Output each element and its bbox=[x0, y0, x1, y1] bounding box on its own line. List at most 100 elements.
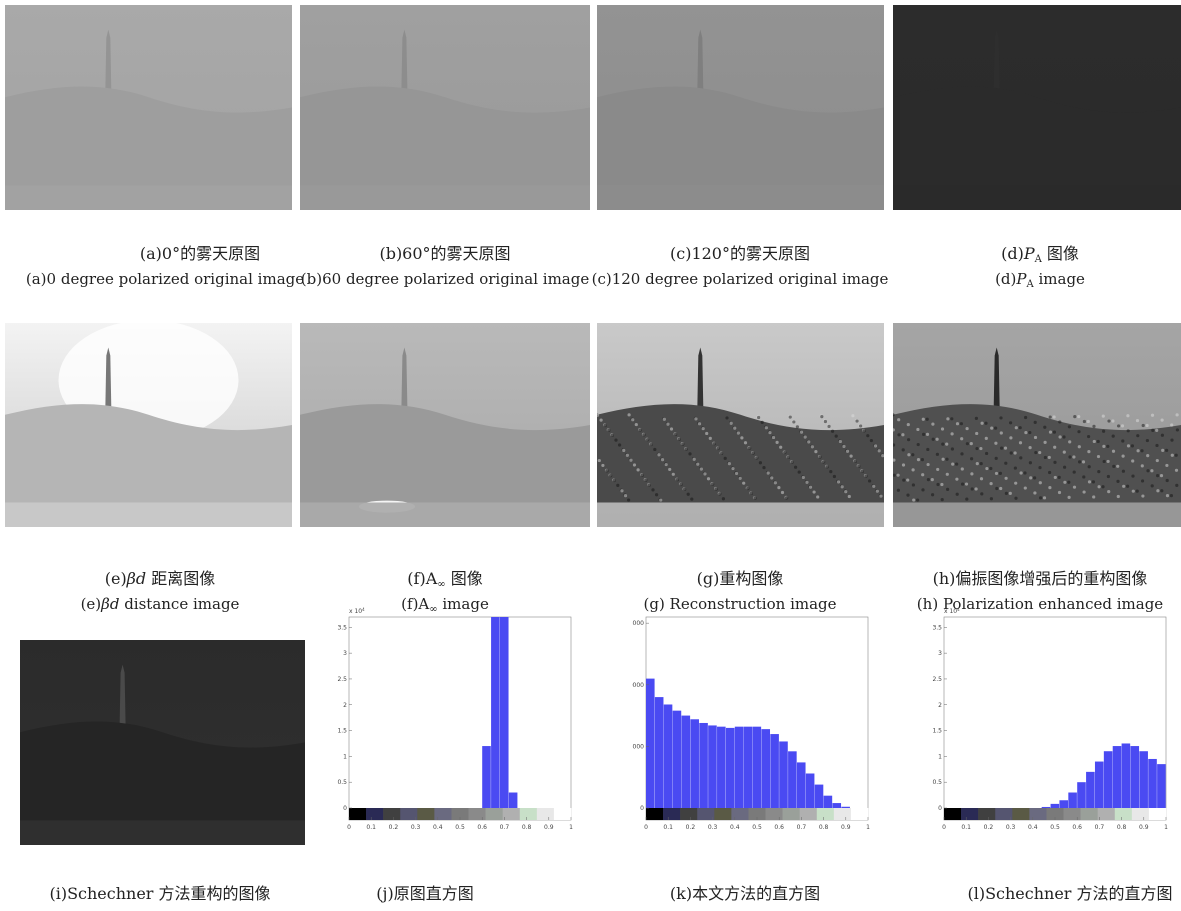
foliage bbox=[748, 447, 751, 450]
foliage bbox=[861, 470, 864, 473]
caption-cn: (d)PA 图像 bbox=[1001, 240, 1079, 265]
bar bbox=[1042, 807, 1051, 808]
foliage bbox=[820, 415, 823, 418]
foliage bbox=[1068, 425, 1071, 428]
bar bbox=[797, 762, 806, 808]
caption-cn: (f)A∞ 图像 bbox=[407, 565, 482, 590]
foliage bbox=[661, 458, 664, 461]
x-tick-label: 0.4 bbox=[1028, 824, 1038, 831]
foliage bbox=[614, 439, 617, 442]
water bbox=[300, 503, 590, 527]
x-tick-label: 0.6 bbox=[1072, 824, 1082, 831]
foliage bbox=[1102, 415, 1105, 418]
y-tick-label: 1.5 bbox=[337, 728, 347, 735]
foliage bbox=[690, 498, 693, 501]
caption-text: (a)0°的雾天原图 bbox=[140, 244, 260, 263]
foliage bbox=[940, 483, 943, 486]
foliage bbox=[1151, 414, 1154, 417]
foliage bbox=[814, 450, 817, 453]
foliage bbox=[1039, 496, 1042, 499]
foliage bbox=[916, 428, 919, 431]
foliage bbox=[1038, 451, 1041, 454]
foliage bbox=[844, 490, 847, 493]
bar bbox=[682, 716, 691, 808]
colorbar-cell bbox=[731, 808, 748, 820]
x-tick-label: 0 bbox=[347, 824, 351, 831]
foliage bbox=[961, 467, 964, 470]
foliage bbox=[633, 463, 636, 466]
foliage bbox=[644, 478, 647, 481]
foliage bbox=[1175, 454, 1178, 457]
photo bbox=[5, 323, 292, 527]
caption-en: (b)60 degree polarized original image bbox=[301, 270, 589, 288]
foliage bbox=[979, 447, 982, 450]
foliage bbox=[1166, 494, 1169, 497]
foliage bbox=[626, 454, 629, 457]
plot-area bbox=[349, 617, 571, 820]
foliage bbox=[1033, 491, 1036, 494]
photo-scene bbox=[20, 640, 305, 845]
foliage bbox=[1132, 490, 1135, 493]
photo-scene bbox=[893, 323, 1181, 527]
foliage bbox=[1112, 450, 1115, 453]
foliage bbox=[1059, 435, 1062, 438]
foliage bbox=[989, 467, 992, 470]
colorbar-cell bbox=[434, 808, 451, 820]
foliage bbox=[870, 439, 873, 442]
foliage bbox=[1073, 415, 1076, 418]
exponent-power: 4 bbox=[957, 607, 960, 612]
bar bbox=[655, 697, 664, 808]
foliage bbox=[720, 452, 723, 455]
foliage bbox=[965, 482, 968, 485]
foliage bbox=[1107, 490, 1110, 493]
colorbar-cell bbox=[349, 808, 366, 820]
water bbox=[5, 185, 292, 210]
y-tick-label: 3 bbox=[938, 650, 942, 657]
colorbar-cell bbox=[851, 808, 868, 820]
foliage bbox=[950, 417, 953, 420]
foliage bbox=[1063, 451, 1066, 454]
foliage bbox=[1034, 421, 1037, 424]
bar bbox=[491, 603, 500, 808]
colorbar-cell bbox=[1081, 808, 1098, 820]
foliage bbox=[678, 438, 681, 441]
foliage bbox=[941, 443, 944, 446]
colorbar-cell bbox=[783, 808, 800, 820]
water bbox=[893, 503, 1181, 527]
caption-en: (c)120 degree polarized original image bbox=[592, 270, 889, 288]
foliage bbox=[659, 498, 662, 501]
foliage bbox=[1170, 494, 1173, 497]
foliage bbox=[1044, 456, 1047, 459]
foliage bbox=[798, 470, 801, 473]
foliage bbox=[906, 478, 909, 481]
caption-text: (h)偏振图像增强后的重构图像 bbox=[933, 569, 1148, 588]
foliage bbox=[866, 434, 869, 437]
caption-text: (k)本文方法的直方图 bbox=[670, 884, 820, 903]
foliage bbox=[857, 465, 860, 468]
foliage bbox=[1005, 477, 1008, 480]
foliage bbox=[624, 494, 627, 497]
foliage bbox=[715, 487, 718, 490]
histogram: 00.511.522.533.500.10.20.30.40.50.60.70.… bbox=[335, 603, 575, 848]
foliage bbox=[1155, 429, 1158, 432]
foliage bbox=[848, 495, 851, 498]
photo-scene bbox=[893, 5, 1181, 210]
y-tick-label: 0.5 bbox=[932, 779, 942, 786]
foliage bbox=[772, 436, 775, 439]
foliage bbox=[936, 438, 939, 441]
caption-text: 图像 bbox=[446, 569, 483, 588]
foliage bbox=[1014, 482, 1017, 485]
foliage bbox=[926, 433, 929, 436]
foliage bbox=[670, 427, 673, 430]
foliage bbox=[1092, 425, 1095, 428]
foliage bbox=[783, 451, 786, 454]
foliage bbox=[990, 482, 993, 485]
foliage bbox=[1000, 431, 1003, 434]
foliage bbox=[611, 434, 614, 437]
foliage bbox=[693, 458, 696, 461]
foliage bbox=[811, 445, 814, 448]
foliage bbox=[1117, 424, 1120, 427]
caption-text: (c)120 degree polarized original image bbox=[592, 270, 889, 288]
foliage bbox=[922, 433, 925, 436]
colorbar-cell bbox=[714, 808, 731, 820]
